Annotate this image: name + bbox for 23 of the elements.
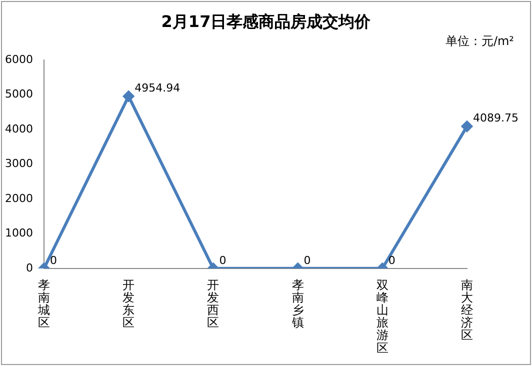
x-tick-label: 孝南城区: [36, 278, 50, 330]
x-tick-label: 孝南乡镇: [290, 278, 304, 330]
data-label: 4954.94: [134, 82, 180, 95]
y-tick-label: 0: [26, 261, 33, 274]
y-tick-label: 1000: [4, 226, 33, 240]
y-tick-label: 6000: [4, 52, 33, 66]
data-label: 4089.75: [473, 112, 518, 125]
y-tick-label: 3000: [4, 157, 33, 170]
x-tick-label: 开发东区: [122, 278, 135, 330]
y-tick-label: 4000: [4, 122, 33, 136]
y-tick-label: 5000: [4, 88, 33, 101]
x-tick-label: 双峰山旅游区: [376, 278, 388, 355]
y-tick-label: 2000: [4, 192, 33, 205]
x-tick-label: 南大经济区: [461, 278, 473, 342]
point: [123, 90, 134, 102]
x-tick-label: 开发西区: [207, 278, 220, 330]
data-label: 0: [50, 254, 57, 267]
data-label: 0: [219, 254, 226, 267]
point: [462, 120, 472, 132]
data-label: 0: [304, 254, 311, 267]
text: 单位：元/m²: [444, 33, 514, 50]
chart-title: 2月17日孝感商品房成交均价: [160, 12, 372, 33]
data-label: 0: [388, 254, 396, 267]
